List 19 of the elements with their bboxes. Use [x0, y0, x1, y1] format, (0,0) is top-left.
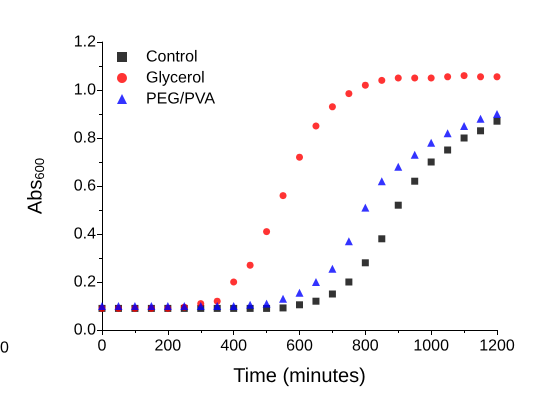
x-tick-label: 1200: [479, 338, 515, 354]
y-tick-label: 0.2: [74, 274, 96, 290]
y-tick-label: 0.6: [74, 178, 96, 194]
legend-label: PEG/PVA: [146, 90, 216, 108]
y-tick-label: 0.8: [74, 130, 96, 146]
legend-label: Control: [146, 48, 198, 66]
y-tick-label: 1.0: [74, 82, 96, 98]
y-tick-label: 1.2: [74, 34, 96, 50]
legend-label: Glycerol: [146, 70, 205, 86]
x-tick-label: 200: [154, 338, 182, 354]
x-tick-label: 1000: [413, 338, 450, 354]
x-tick-label: 0: [98, 338, 107, 354]
y-tick-label: 0.4: [74, 226, 96, 242]
y-axis-title: Abs600: [24, 158, 47, 214]
x-axis-title: Time (minutes): [233, 365, 366, 387]
y-tick-label: 0.0: [74, 322, 96, 338]
x-tick-label: 400: [220, 338, 248, 354]
x-tick-label: 600: [286, 338, 313, 354]
x-tick-label: 800: [352, 338, 379, 354]
